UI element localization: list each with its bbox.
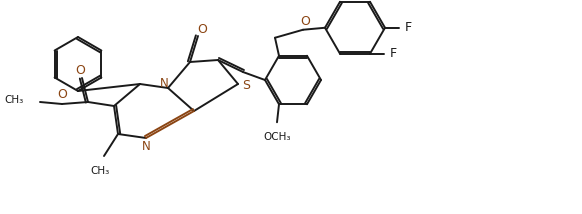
Text: O: O	[57, 88, 67, 101]
Text: F: F	[405, 21, 412, 34]
Text: O: O	[197, 22, 207, 36]
Text: CH₃: CH₃	[90, 166, 109, 176]
Text: O: O	[75, 64, 85, 76]
Text: CH₃: CH₃	[5, 95, 24, 105]
Text: S: S	[242, 79, 250, 92]
Text: OCH₃: OCH₃	[263, 132, 291, 142]
Text: N: N	[141, 140, 150, 153]
Text: N: N	[159, 76, 168, 89]
Text: O: O	[300, 15, 310, 28]
Text: F: F	[390, 47, 397, 60]
